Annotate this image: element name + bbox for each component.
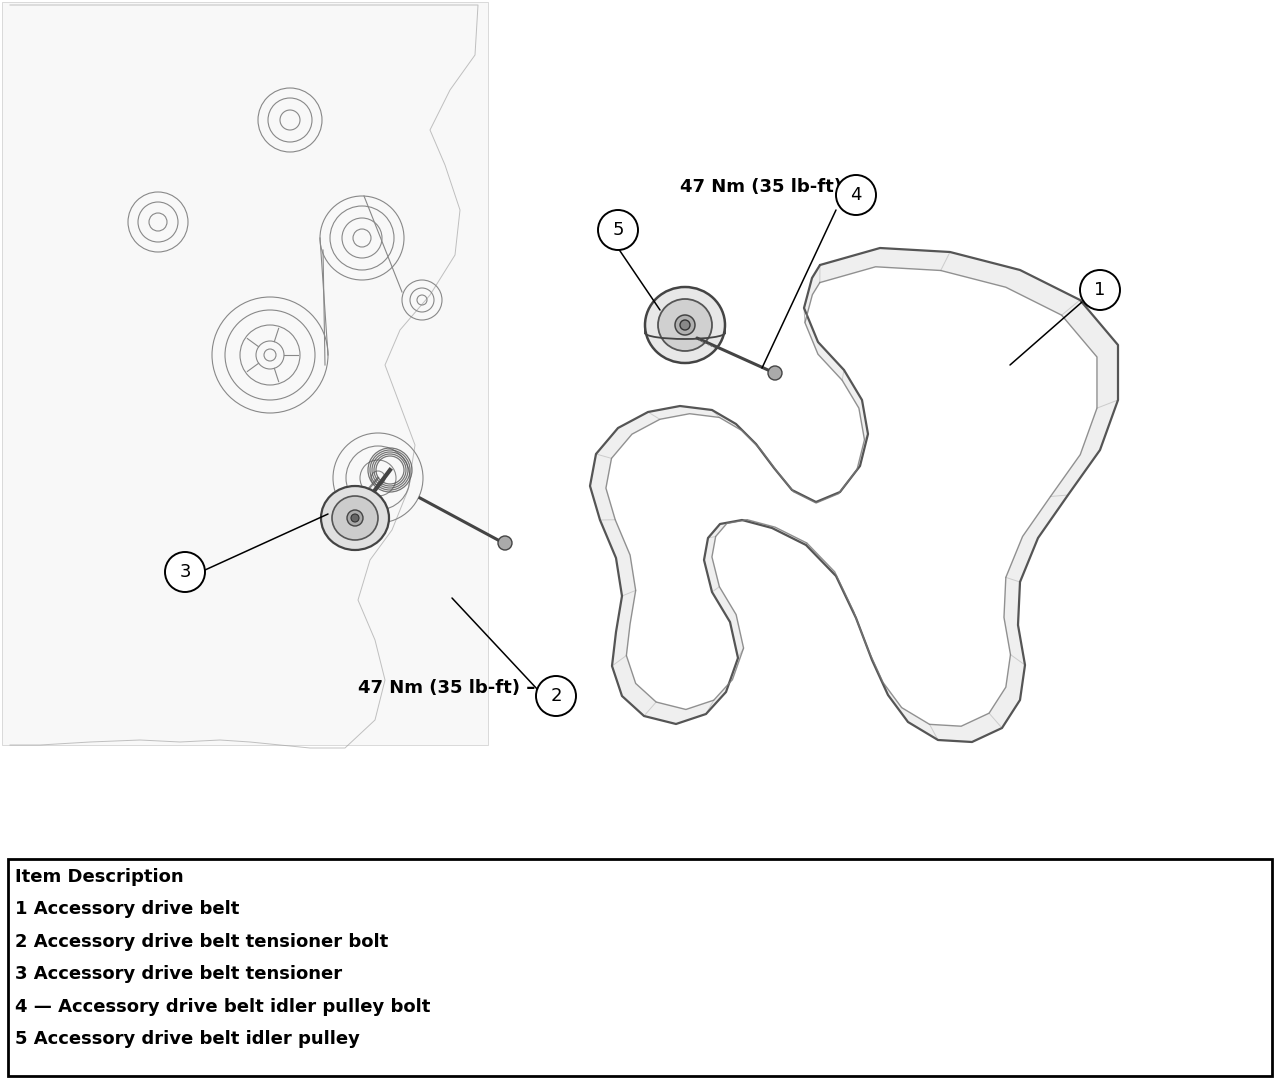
Circle shape (347, 510, 364, 526)
Circle shape (1080, 270, 1120, 310)
Text: 47 Nm (35 lb-ft) –: 47 Nm (35 lb-ft) – (358, 679, 535, 697)
Text: 3 Accessory drive belt tensioner: 3 Accessory drive belt tensioner (15, 965, 343, 984)
Ellipse shape (645, 286, 724, 363)
Text: 5: 5 (612, 221, 623, 239)
Text: Item Description: Item Description (15, 868, 184, 886)
FancyBboxPatch shape (0, 0, 490, 750)
Text: 3: 3 (179, 563, 191, 580)
Text: 2 Accessory drive belt tensioner bolt: 2 Accessory drive belt tensioner bolt (15, 933, 389, 951)
Text: 4: 4 (850, 186, 861, 204)
Ellipse shape (332, 496, 378, 540)
Text: 47 Nm (35 lb-ft) –: 47 Nm (35 lb-ft) – (680, 178, 858, 196)
Circle shape (536, 676, 576, 716)
Text: 5 Accessory drive belt idler pulley: 5 Accessory drive belt idler pulley (15, 1030, 360, 1049)
Text: 1: 1 (1094, 281, 1106, 299)
Ellipse shape (658, 299, 712, 351)
FancyBboxPatch shape (3, 2, 488, 745)
Text: 2: 2 (550, 688, 562, 705)
Polygon shape (590, 248, 1117, 742)
Circle shape (598, 210, 637, 250)
Circle shape (768, 366, 782, 381)
Text: 4 — Accessory drive belt idler pulley bolt: 4 — Accessory drive belt idler pulley bo… (15, 998, 431, 1016)
Text: 1 Accessory drive belt: 1 Accessory drive belt (15, 900, 239, 919)
Circle shape (836, 175, 876, 215)
Circle shape (351, 513, 358, 522)
Ellipse shape (675, 315, 695, 335)
Ellipse shape (321, 486, 389, 550)
Circle shape (680, 320, 690, 330)
Circle shape (165, 552, 205, 592)
Circle shape (498, 536, 512, 550)
